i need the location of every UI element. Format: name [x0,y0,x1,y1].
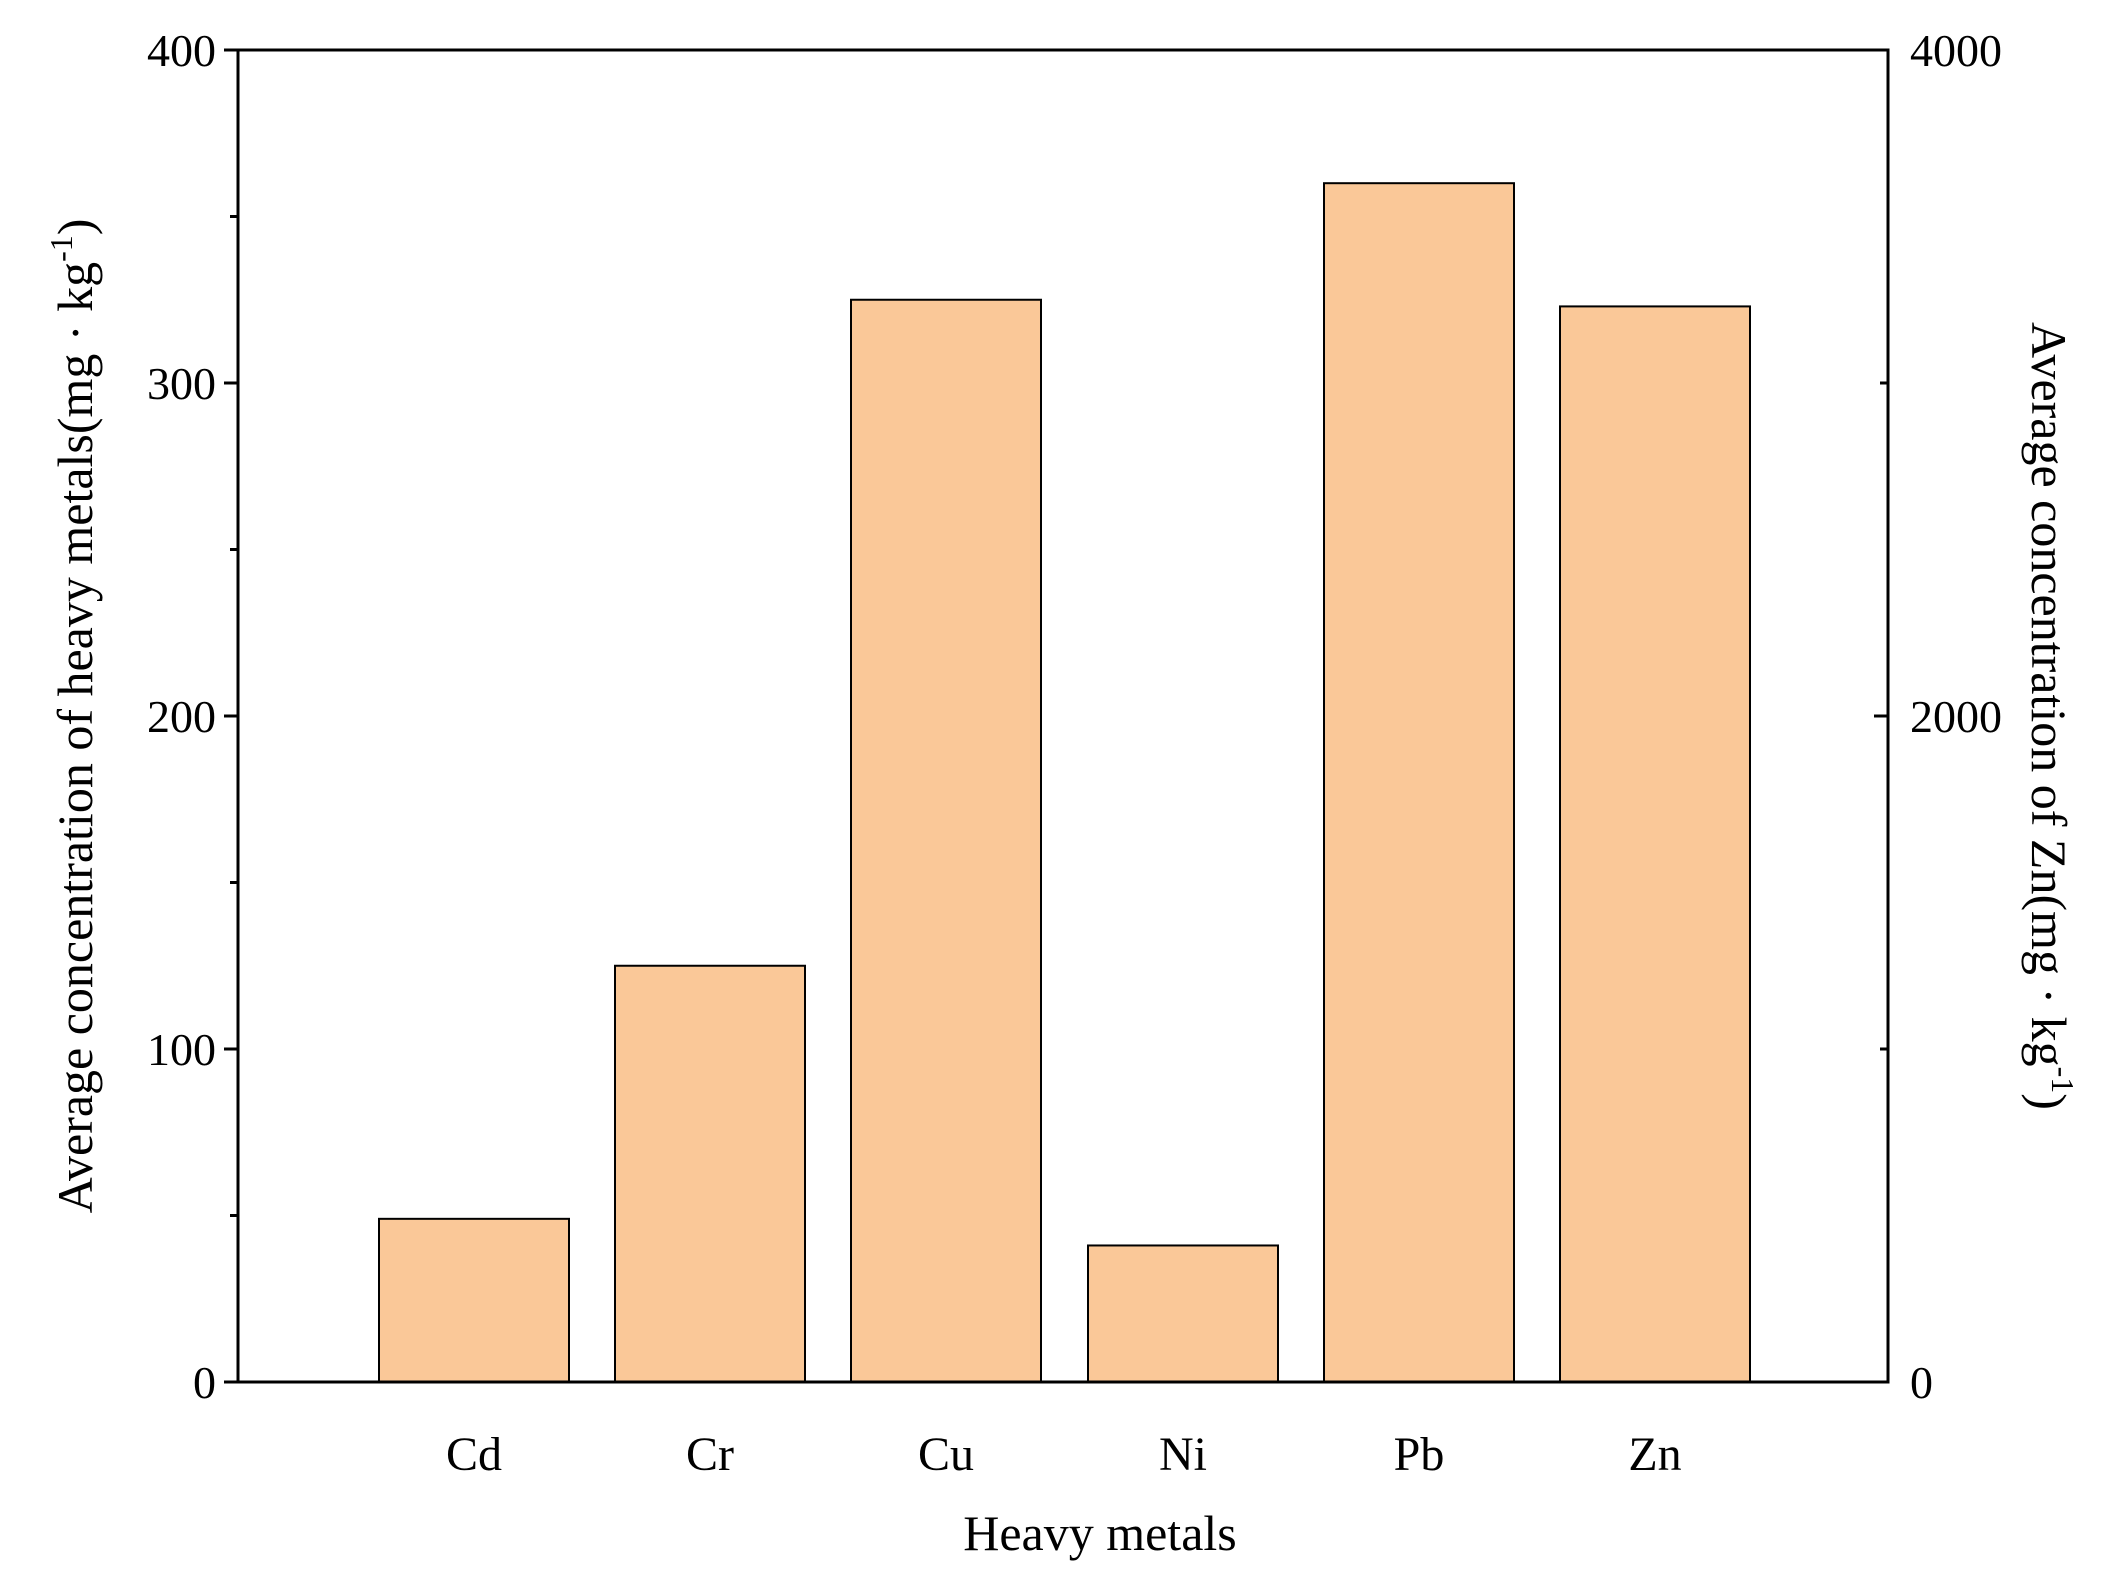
left-axis-ticks: 0 100 200 300 400 [147,25,238,1408]
x-tick-label-cu: Cu [918,1428,974,1481]
category-ticks: Cd Cr Cu Ni Pb Zn [446,1428,1682,1481]
y-tick-label: 300 [147,358,216,409]
y-tick-label: 400 [147,25,216,76]
y-tick-label: 100 [147,1024,216,1075]
bar-ni [1087,1244,1279,1383]
bar-cu [850,298,1042,1383]
bar-pb [1323,182,1515,1384]
x-tick-label-cr: Cr [686,1428,734,1481]
y2-tick-label: 0 [1910,1357,1933,1408]
x-tick-label-cd: Cd [446,1428,502,1481]
bars-group [378,182,1751,1384]
x-tick-label-ni: Ni [1159,1428,1207,1481]
y2-tick-label: 4000 [1910,25,2002,76]
bar-cd [378,1217,570,1383]
x-axis-title: Heavy metals [963,1505,1237,1561]
y-tick-label: 0 [193,1357,216,1408]
x-tick-label-zn: Zn [1628,1428,1681,1481]
bar-cr [614,964,806,1383]
x-tick-label-pb: Pb [1394,1428,1445,1481]
y-tick-label: 200 [147,691,216,742]
y-axis-title: Average concentration of heavy metals(mg… [43,219,103,1214]
y2-axis-title: Average concentration of Zn(mg · kg-1) [2021,322,2081,1110]
bar-zn [1559,305,1751,1383]
right-axis-ticks: 0 2000 4000 [1874,25,2002,1408]
plot-frame [236,48,1890,1384]
y2-tick-label: 2000 [1910,691,2002,742]
